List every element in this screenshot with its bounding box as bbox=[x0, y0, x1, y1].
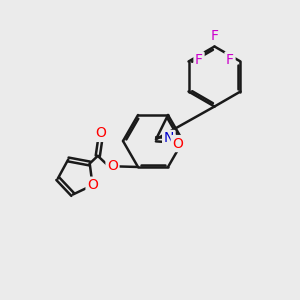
Text: F: F bbox=[226, 53, 234, 67]
Text: F: F bbox=[211, 29, 218, 43]
Text: N: N bbox=[164, 131, 174, 146]
Text: O: O bbox=[172, 136, 183, 151]
Text: O: O bbox=[107, 159, 118, 173]
Text: O: O bbox=[87, 178, 98, 192]
Text: O: O bbox=[95, 126, 106, 140]
Text: F: F bbox=[195, 53, 203, 67]
